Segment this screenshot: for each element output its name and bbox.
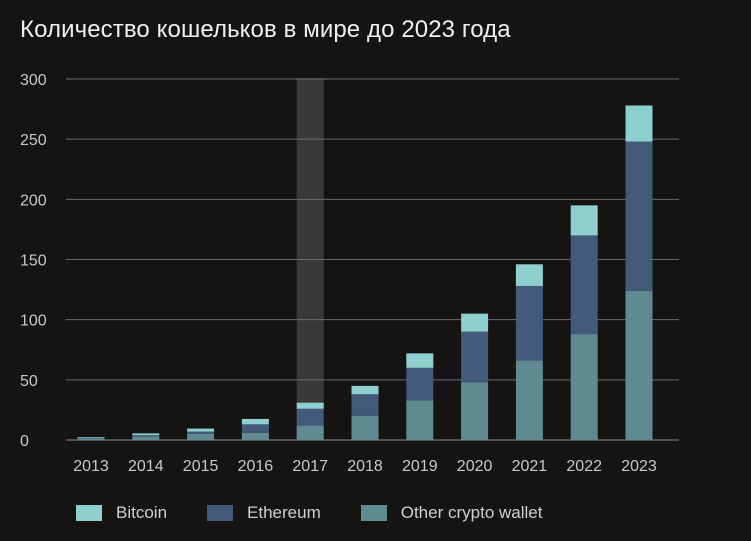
bar-bitcoin-2019[interactable] [406,353,434,368]
bar-bitcoin-2015[interactable] [187,428,215,432]
bar-other-crypto-wallet-2016[interactable] [241,432,269,440]
x-tick-label: 2016 [238,458,274,475]
legend-label-bitcoin: Bitcoin [116,503,168,522]
bar-bitcoin-2023[interactable] [625,105,653,142]
legend-item-ethereum[interactable]: Ethereum [207,503,321,523]
y-tick-label: 50 [20,373,38,390]
chart-title: Количество кошельков в мире до 2023 года [20,16,511,43]
bar-other-crypto-wallet-2018[interactable] [351,415,379,440]
bar-other-crypto-wallet-2013[interactable] [77,438,105,440]
legend-swatch-ethereum [207,505,234,521]
bar-ethereum-2015[interactable] [187,431,215,434]
y-tick-label: 200 [20,192,47,209]
bar-bitcoin-2013[interactable] [77,436,105,438]
bar-ethereum-2016[interactable] [241,424,269,433]
bar-ethereum-2019[interactable] [406,367,434,401]
bar-other-crypto-wallet-2020[interactable] [461,382,489,440]
x-tick-label: 2021 [512,458,548,475]
bar-ethereum-2021[interactable] [515,285,543,361]
bar-other-crypto-wallet-2023[interactable] [625,290,653,440]
bar-ethereum-2022[interactable] [570,235,598,335]
y-tick-label: 0 [20,433,29,450]
x-tick-label: 2018 [347,458,383,475]
bar-bitcoin-2020[interactable] [461,313,489,332]
x-tick-label: 2022 [566,458,602,475]
legend-label-other: Other crypto wallet [400,503,543,522]
x-tick-label: 2020 [457,458,493,475]
x-tick-label: 2017 [292,458,328,475]
bar-other-crypto-wallet-2017[interactable] [296,425,324,440]
y-tick-label: 300 [20,72,47,89]
x-tick-label: 2013 [73,458,109,475]
legend-item-other[interactable]: Other crypto wallet [360,503,543,523]
bar-other-crypto-wallet-2021[interactable] [515,360,543,440]
legend-item-bitcoin[interactable]: Bitcoin [76,503,167,523]
bar-bitcoin-2014[interactable] [132,433,160,436]
bar-ethereum-2018[interactable] [351,394,379,416]
bar-bitcoin-2018[interactable] [351,385,379,395]
bar-bitcoin-2021[interactable] [515,264,543,286]
legend-label-ethereum: Ethereum [247,503,321,522]
bar-ethereum-2020[interactable] [461,331,489,383]
x-tick-label: 2015 [183,458,219,475]
legend-swatch-bitcoin [76,505,102,521]
x-tick-label: 2014 [128,458,164,475]
y-tick-label: 150 [20,253,47,270]
y-tick-label: 100 [20,313,47,330]
bar-other-crypto-wallet-2022[interactable] [570,334,598,440]
bar-other-crypto-wallet-2015[interactable] [187,433,215,440]
y-tick-label: 250 [20,132,47,149]
legend-swatch-other [360,505,387,521]
bar-ethereum-2014[interactable] [132,435,160,437]
bar-other-crypto-wallet-2014[interactable] [132,436,160,440]
x-tick-label: 2019 [402,458,438,475]
chart-legend: Bitcoin Ethereum Other crypto wallet [76,503,582,523]
bar-bitcoin-2016[interactable] [241,418,269,425]
bar-other-crypto-wallet-2019[interactable] [406,400,434,440]
bar-ethereum-2013[interactable] [77,437,105,439]
bar-bitcoin-2017[interactable] [296,402,324,409]
x-tick-label: 2023 [621,458,657,475]
bar-ethereum-2017[interactable] [296,408,324,426]
bar-ethereum-2023[interactable] [625,141,653,291]
bar-bitcoin-2022[interactable] [570,205,598,236]
